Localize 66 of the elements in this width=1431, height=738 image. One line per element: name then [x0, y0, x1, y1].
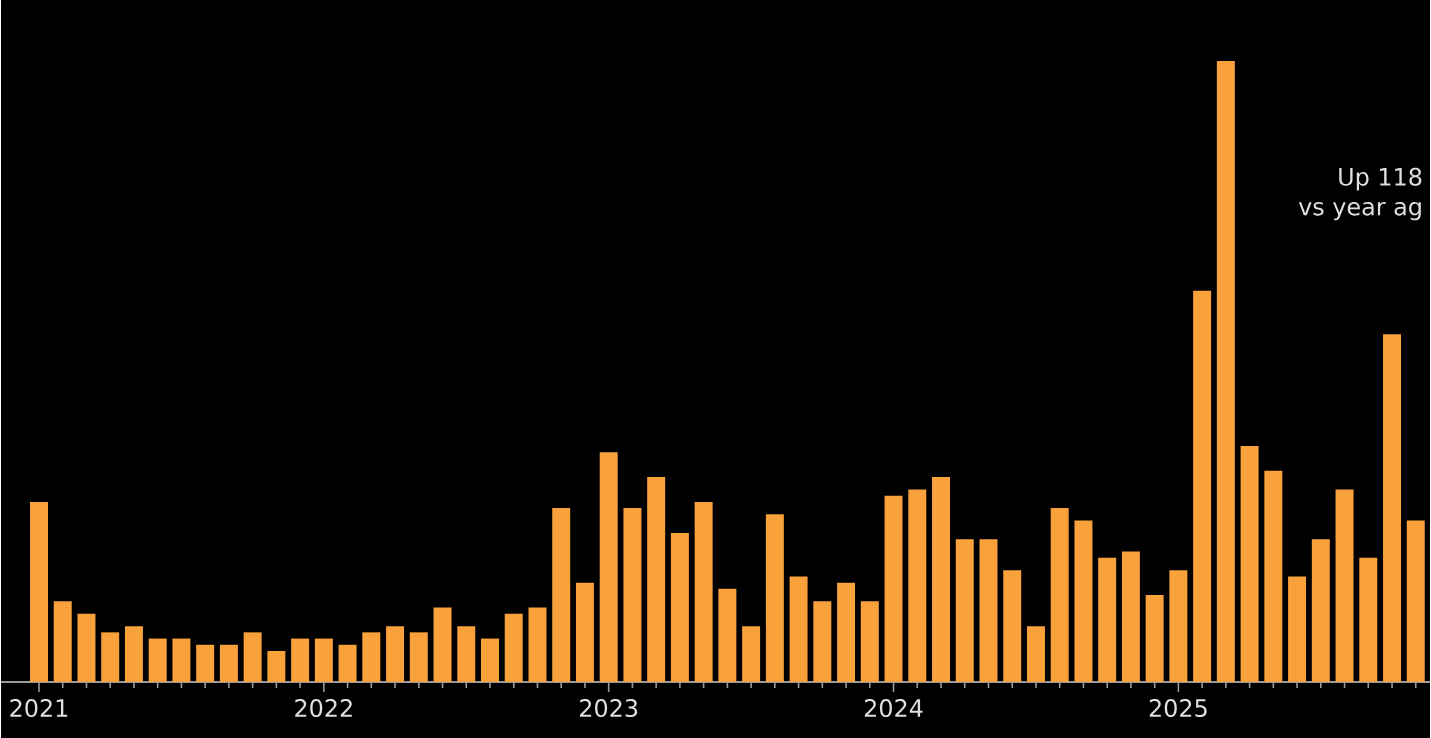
bar	[30, 501, 48, 683]
bar	[53, 601, 72, 683]
bar	[481, 638, 499, 683]
bar	[575, 582, 594, 683]
bar	[1003, 570, 1022, 683]
bar	[860, 601, 879, 683]
bar	[1074, 520, 1093, 683]
bar	[599, 452, 618, 683]
bar	[718, 588, 737, 683]
bar	[362, 632, 381, 683]
bar	[1335, 489, 1354, 683]
bar	[955, 539, 974, 683]
bar	[552, 508, 571, 683]
bar	[1216, 60, 1235, 683]
bar	[409, 632, 428, 683]
bar	[1383, 334, 1402, 683]
bar	[1311, 539, 1330, 683]
bar	[1240, 446, 1259, 683]
bar	[908, 489, 927, 683]
x-tick-label: 2021	[10, 699, 68, 718]
x-tick-label: 2025	[1149, 699, 1207, 718]
bar	[243, 632, 262, 683]
bar	[1145, 595, 1164, 683]
bar	[314, 638, 333, 683]
bar	[1359, 557, 1378, 683]
bar	[1050, 508, 1069, 683]
x-tick-label: 2024	[864, 699, 923, 718]
bar	[124, 626, 143, 683]
bar	[884, 495, 903, 683]
bar	[386, 626, 405, 683]
bar	[1288, 576, 1307, 683]
bar	[623, 508, 642, 683]
bar	[670, 532, 689, 683]
bar	[433, 607, 452, 683]
x-tick-label: 2022	[295, 699, 352, 718]
bar	[528, 607, 547, 683]
bar	[765, 514, 784, 683]
bar	[1121, 551, 1140, 683]
bar	[1026, 626, 1045, 683]
bar	[837, 582, 856, 683]
bar	[267, 650, 286, 683]
annotation: vs year ag	[1298, 201, 1421, 221]
bar	[932, 477, 950, 683]
x-tick-label: 2023	[580, 699, 638, 718]
bar	[742, 626, 761, 683]
bar	[694, 501, 713, 683]
bar	[813, 601, 832, 683]
bar	[148, 638, 167, 683]
bar	[1169, 570, 1188, 683]
bar	[457, 626, 476, 683]
bar	[504, 613, 523, 683]
bar	[647, 477, 666, 683]
bar	[1098, 557, 1117, 683]
bar	[196, 644, 215, 683]
bar	[338, 644, 357, 683]
bar	[77, 613, 96, 683]
bar	[789, 576, 808, 683]
bar	[979, 539, 998, 683]
bar	[172, 638, 191, 683]
bar	[101, 632, 120, 683]
bar	[219, 644, 238, 683]
bar	[291, 638, 310, 683]
bar	[1193, 290, 1212, 683]
bar	[1406, 520, 1425, 683]
bar	[1264, 470, 1283, 683]
annotation: Up 118	[1339, 167, 1422, 191]
